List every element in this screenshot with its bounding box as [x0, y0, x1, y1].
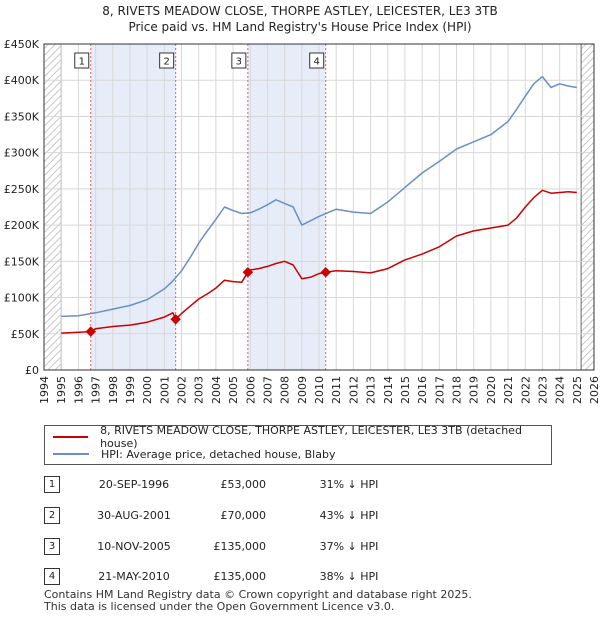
table-row: 2 30-AUG-2001 £70,000 43% ↓ HPI: [44, 507, 464, 527]
sale-marker-number: 4: [314, 57, 320, 68]
y-tick-label: £350K: [4, 110, 40, 123]
transaction-number-badge: 2: [44, 507, 60, 524]
legend-item-property: 8, RIVETS MEADOW CLOSE, THORPE ASTLEY, L…: [53, 424, 551, 450]
footer-licence: This data is licensed under the Open Gov…: [44, 600, 395, 613]
transaction-date: 20-SEP-1996: [98, 478, 170, 491]
sale-marker-number: 1: [79, 57, 85, 68]
sale-point: [85, 326, 96, 337]
x-tick-label: 1995: [55, 376, 68, 404]
table-row: 1 20-SEP-1996 £53,000 31% ↓ HPI: [44, 476, 464, 496]
legend-swatch-property: [53, 436, 89, 438]
x-tick-label: 2026: [588, 376, 600, 404]
chart-title-address: 8, RIVETS MEADOW CLOSE, THORPE ASTLEY, L…: [102, 4, 498, 18]
transaction-date: 10-NOV-2005: [97, 540, 171, 553]
sale-marker-number: 3: [236, 57, 242, 68]
sale-marker-box: [231, 52, 247, 69]
x-tick-label: 2013: [365, 376, 378, 404]
x-tick-label: 1999: [124, 376, 137, 404]
x-tick-label: 2017: [433, 376, 446, 404]
transaction-date: 21-MAY-2010: [98, 570, 170, 583]
sale-marker-box: [74, 52, 90, 69]
x-tick-label: 2020: [485, 376, 498, 404]
holding-period-band: [90, 44, 176, 370]
x-tick-label: 2015: [399, 376, 412, 404]
x-tick-label: 1998: [107, 376, 120, 404]
legend-label-property: 8, RIVETS MEADOW CLOSE, THORPE ASTLEY, L…: [100, 424, 522, 450]
transaction-price: £53,000: [220, 478, 267, 491]
x-tick-label: 2006: [244, 376, 257, 404]
y-tick-label: £400K: [4, 74, 40, 87]
sale-marker-box: [309, 52, 325, 69]
x-tick-label: 2009: [296, 376, 309, 404]
chart-legend: 8, RIVETS MEADOW CLOSE, THORPE ASTLEY, L…: [44, 424, 552, 465]
sale-point: [242, 266, 254, 278]
table-row: 4 21-MAY-2010 £135,000 38% ↓ HPI: [44, 568, 464, 588]
x-tick-label: 2010: [313, 376, 326, 404]
transaction-hpi-diff: 43% ↓ HPI: [319, 509, 379, 522]
transaction-number-badge: 1: [44, 476, 60, 493]
x-tick-label: 2014: [382, 376, 395, 404]
plot-area-frame: [43, 43, 595, 371]
x-tick-label: 2007: [261, 376, 274, 404]
property-price-line: [61, 189, 577, 334]
price-chart: 1 2 3 4 £0 £50K £100K £150K £200K £250K £300K £350…: [4, 38, 600, 404]
table-row: 3 10-NOV-2005 £135,000 37% ↓ HPI: [44, 538, 464, 558]
transaction-number-badge: 3: [44, 538, 60, 555]
legend-item-hpi: HPI: Average price, detached house, Blab…: [53, 446, 335, 462]
y-tick-label: £0: [25, 364, 39, 377]
x-tick-label: 2001: [158, 376, 171, 404]
transaction-price: £135,000: [213, 540, 267, 553]
x-tick-label: 2004: [210, 376, 223, 404]
chart-subtitle: Price paid vs. HM Land Registry's House …: [128, 20, 472, 34]
x-tick-label: 2024: [554, 376, 567, 404]
y-tick-label: £50K: [11, 328, 40, 341]
forecast-hatch-area: [581, 44, 594, 370]
y-tick-label: £100K: [4, 292, 40, 305]
transaction-price: £135,000: [213, 570, 267, 583]
x-tick-label: 1997: [90, 376, 103, 404]
sale-marker-box: [159, 52, 175, 69]
x-tick-label: 2002: [176, 376, 189, 404]
x-tick-label: 2000: [141, 376, 154, 404]
x-tick-label: 2008: [279, 376, 292, 404]
transaction-hpi-diff: 31% ↓ HPI: [319, 478, 379, 491]
footer-copyright: Contains HM Land Registry data © Crown c…: [44, 588, 472, 601]
y-tick-label: £200K: [4, 219, 40, 232]
y-tick-label: £300K: [4, 147, 40, 160]
x-tick-label: 2011: [330, 376, 343, 404]
holding-period-band: [247, 44, 326, 370]
y-tick-label: £450K: [4, 38, 40, 51]
transaction-hpi-diff: 37% ↓ HPI: [319, 540, 379, 553]
x-tick-label: 2019: [468, 376, 481, 404]
transaction-price: £70,000: [220, 509, 267, 522]
x-tick-label: 2012: [347, 376, 360, 404]
y-tick-label: £150K: [4, 255, 40, 268]
transaction-date: 30-AUG-2001: [97, 509, 171, 522]
sale-point: [170, 314, 181, 325]
x-tick-label: 2003: [193, 376, 206, 404]
sale-point: [320, 266, 331, 278]
hpi-line: [61, 75, 577, 318]
x-tick-label: 2016: [416, 376, 429, 404]
transaction-number-badge: 4: [44, 568, 60, 585]
legend-swatch-hpi: [53, 453, 89, 455]
x-tick-label: 2021: [502, 376, 515, 404]
x-tick-label: 1996: [72, 376, 85, 404]
x-tick-label: 1994: [38, 376, 51, 404]
y-tick-label: £250K: [4, 183, 40, 196]
transaction-hpi-diff: 38% ↓ HPI: [319, 570, 379, 583]
x-tick-label: 2005: [227, 376, 240, 404]
pre-data-hatch-area: [44, 44, 62, 370]
x-tick-label: 2022: [519, 376, 532, 404]
x-tick-label: 2023: [536, 376, 549, 404]
sale-marker-number: 2: [163, 57, 169, 68]
legend-label-hpi: HPI: Average price, detached house, Blab…: [101, 447, 336, 461]
x-tick-label: 2018: [451, 376, 464, 404]
x-tick-label: 2025: [571, 376, 584, 404]
